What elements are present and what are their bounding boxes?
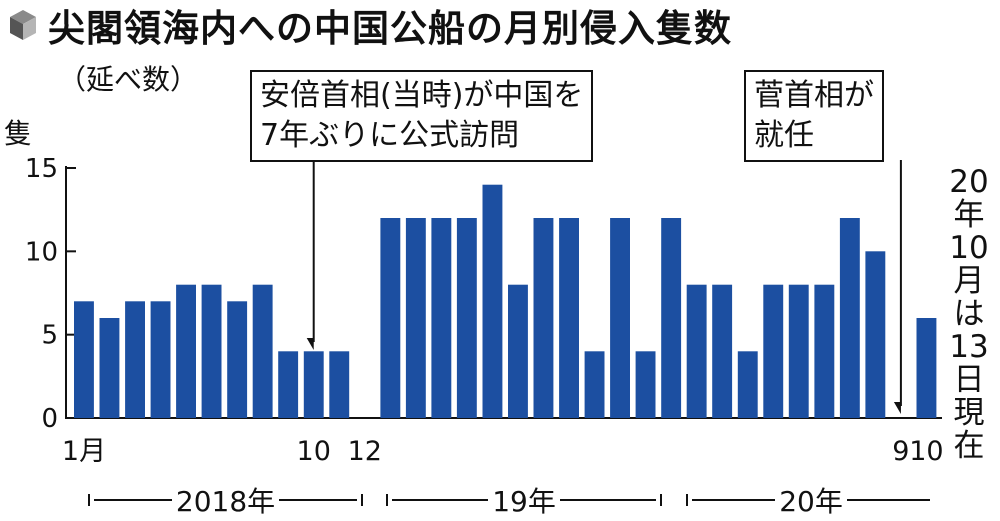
bar-2019-10 bbox=[610, 218, 630, 418]
bar-2019-05 bbox=[482, 184, 503, 418]
as-of-char: 13 bbox=[949, 329, 989, 365]
bar-2020-03 bbox=[737, 351, 758, 418]
y-tick-label: 15 bbox=[25, 154, 58, 184]
bar-2020-02 bbox=[712, 284, 733, 418]
bar-2019-07 bbox=[533, 218, 554, 418]
as-of-note: 20 年 10 月 は 13 日 現 在 bbox=[944, 166, 994, 463]
as-of-char: は bbox=[953, 296, 985, 332]
bar-2019-06 bbox=[508, 284, 528, 418]
as-of-char: 10 bbox=[949, 230, 989, 266]
x-tick-label: 10 bbox=[909, 436, 943, 467]
period-2019: 19年 bbox=[386, 480, 663, 520]
as-of-char: 20 bbox=[949, 164, 989, 200]
as-of-char: 日 bbox=[953, 362, 985, 398]
bar-2018-01 bbox=[74, 301, 94, 418]
y-tick-label: 0 bbox=[41, 404, 58, 434]
period-2018-label: 2018年 bbox=[175, 485, 276, 518]
bar-2019-02 bbox=[405, 218, 426, 418]
callout-suga-inauguration: 菅首相が 就任 bbox=[744, 70, 884, 162]
callout-abe-visit: 安倍首相(当時)が中国を 7年ぶりに公式訪問 bbox=[250, 70, 594, 162]
y-axis-unit: 隻 bbox=[4, 117, 33, 150]
callout-abe-line2: 7年ぶりに公式訪問 bbox=[260, 118, 520, 153]
cube-icon bbox=[10, 10, 36, 40]
bar-2019-09 bbox=[584, 351, 605, 418]
bar-2020-08 bbox=[865, 251, 886, 418]
bar-2020-01 bbox=[686, 284, 707, 418]
bar-2018-05 bbox=[176, 284, 196, 418]
as-of-char: 在 bbox=[953, 428, 985, 464]
x-tick-label: 1月 bbox=[62, 436, 106, 467]
bar-2018-06 bbox=[201, 284, 222, 418]
bar-2018-07 bbox=[227, 301, 248, 418]
bar-2020-05 bbox=[788, 284, 809, 418]
bar-2018-09 bbox=[278, 351, 299, 418]
chart-subtitle: （延べ数） bbox=[58, 63, 199, 96]
bar-2020-04 bbox=[763, 284, 784, 418]
period-2019-label: 19年 bbox=[492, 485, 556, 518]
arrow-abe-visit-head bbox=[306, 338, 314, 350]
period-2020-label: 20年 bbox=[779, 485, 843, 518]
bar-2019-08 bbox=[559, 218, 579, 418]
callout-suga-line2: 就任 bbox=[754, 118, 814, 153]
x-tick-label: 12 bbox=[348, 436, 382, 467]
chart-title: 尖閣領海内への中国公船の月別侵入隻数 bbox=[48, 7, 732, 50]
x-tick-label: 9 bbox=[892, 436, 909, 467]
bar-2019-12 bbox=[661, 218, 682, 418]
bar-2019-11 bbox=[635, 351, 656, 418]
bar-2018-10 bbox=[303, 351, 324, 418]
bar-2020-10 bbox=[916, 318, 937, 418]
y-tick-label: 5 bbox=[41, 321, 58, 351]
bar-2018-02 bbox=[99, 318, 120, 418]
as-of-char: 年 bbox=[953, 197, 985, 233]
bar-2019-03 bbox=[431, 218, 452, 418]
y-tick-label: 10 bbox=[25, 237, 58, 267]
title-row: 尖閣領海内への中国公船の月別侵入隻数 bbox=[8, 2, 732, 50]
bar-2020-06 bbox=[814, 284, 835, 418]
bar-2020-07 bbox=[839, 218, 860, 418]
callout-suga-line1: 菅首相が bbox=[754, 78, 874, 113]
bar-2018-04 bbox=[150, 301, 171, 418]
bar-2018-11 bbox=[329, 351, 350, 418]
period-2018: 2018年 bbox=[88, 480, 364, 520]
x-tick-label: 10 bbox=[297, 436, 331, 467]
as-of-char: 現 bbox=[953, 395, 985, 431]
bar-2019-04 bbox=[456, 218, 477, 418]
bar-2019-01 bbox=[380, 218, 401, 418]
as-of-char: 月 bbox=[953, 263, 985, 299]
callout-abe-line1: 安倍首相(当時)が中国を bbox=[260, 78, 584, 113]
bar-2018-03 bbox=[125, 301, 145, 418]
bar-2018-08 bbox=[252, 284, 273, 418]
period-2020: 20年 bbox=[686, 480, 934, 520]
arrow-suga-inauguration-head bbox=[893, 402, 901, 414]
